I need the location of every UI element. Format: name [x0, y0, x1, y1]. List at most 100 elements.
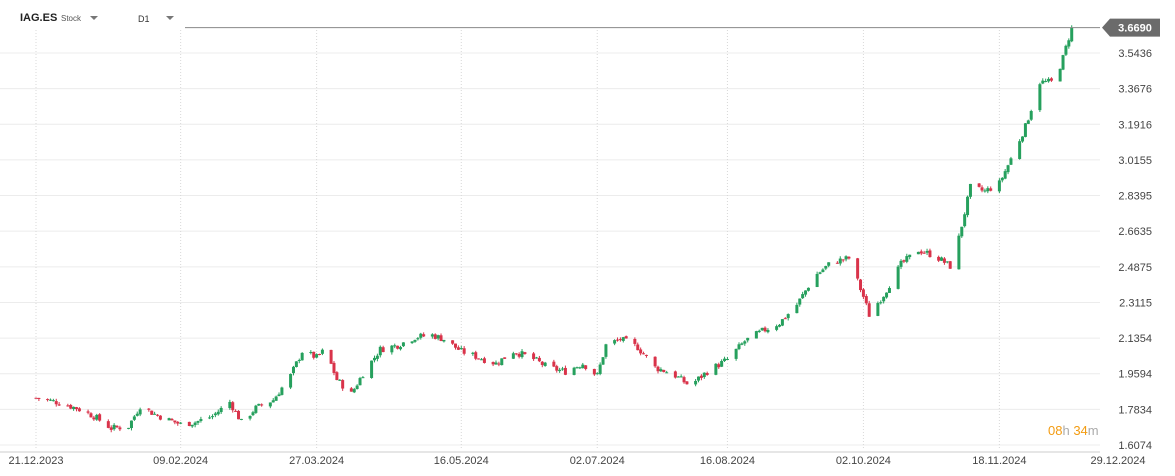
candle	[540, 360, 544, 368]
candle	[231, 401, 235, 413]
candle-body	[763, 327, 767, 332]
candle-body	[876, 303, 880, 316]
symbol-dropdown-icon[interactable]	[90, 16, 98, 20]
candle-body	[396, 345, 400, 349]
candle	[138, 407, 142, 417]
candle-body	[887, 287, 891, 293]
candle-body	[153, 413, 157, 415]
candle	[477, 358, 481, 360]
candle	[190, 424, 194, 428]
candle-body	[575, 367, 579, 369]
candle	[72, 406, 76, 411]
candle	[838, 256, 842, 266]
candle-body	[922, 252, 926, 254]
candle-body	[720, 360, 724, 367]
candle	[34, 397, 38, 399]
candle	[977, 183, 981, 188]
candle	[77, 407, 81, 412]
candle	[795, 302, 799, 314]
candle-body	[332, 362, 336, 373]
candle-body	[456, 347, 460, 350]
last-price-marker: 3.6690	[185, 18, 1160, 37]
candle	[561, 366, 565, 371]
timeframe-dropdown-icon[interactable]	[166, 16, 174, 20]
candle-body	[815, 273, 819, 288]
candle-body	[471, 352, 475, 354]
candle	[1049, 77, 1053, 82]
candle-body	[618, 339, 622, 341]
symbol-label[interactable]: IAG.ES	[20, 12, 58, 24]
candle	[1044, 78, 1048, 83]
candle-body	[725, 358, 729, 360]
candle	[237, 410, 241, 420]
candle-body	[561, 368, 565, 370]
candle-body	[665, 372, 669, 374]
price-tick-label: 1.7834	[1118, 404, 1152, 416]
date-tick-label: 09.02.2024	[153, 455, 208, 467]
candle-body	[899, 260, 903, 267]
candle-body	[239, 418, 243, 420]
candle	[474, 350, 478, 361]
countdown-hours: 08	[1048, 423, 1063, 438]
candle	[864, 294, 868, 306]
candle	[963, 212, 967, 228]
candle-body	[338, 379, 342, 381]
candle	[945, 261, 949, 264]
candle-body	[740, 343, 744, 345]
candle	[902, 259, 906, 264]
candle	[274, 395, 278, 401]
date-tick-label: 16.08.2024	[700, 455, 755, 467]
candle	[558, 367, 562, 373]
candle-body	[801, 294, 805, 299]
candle-body	[248, 415, 252, 419]
candle	[1003, 168, 1007, 180]
candle-body	[705, 373, 709, 375]
candle-body	[399, 347, 403, 350]
candle	[193, 421, 197, 428]
candle	[882, 296, 886, 304]
candle	[821, 268, 825, 273]
candle-body	[699, 375, 703, 378]
candle	[919, 249, 923, 256]
candle-body	[1029, 111, 1033, 120]
candle	[176, 421, 180, 426]
candle	[1026, 119, 1030, 125]
candlestick-series	[34, 25, 1074, 433]
candle-body	[309, 352, 313, 354]
candle	[1000, 177, 1004, 183]
candle-body	[329, 349, 333, 364]
candle	[723, 356, 727, 362]
candle	[563, 365, 567, 376]
candle	[349, 386, 353, 392]
candle	[835, 261, 839, 264]
instrument-type-label: Stock	[61, 14, 82, 23]
candle	[118, 425, 122, 432]
candle-body	[190, 424, 194, 427]
candle-body	[908, 254, 912, 258]
candle-body	[621, 337, 625, 341]
candle	[1067, 38, 1071, 49]
timeframe-selector[interactable]: D1	[138, 14, 150, 24]
candle-body	[318, 354, 322, 356]
candle-body	[271, 400, 275, 403]
candle-body	[1038, 84, 1042, 111]
candle-body	[861, 289, 865, 297]
candle	[804, 290, 808, 297]
candle	[355, 384, 359, 390]
candle	[980, 185, 984, 193]
candle-body	[662, 369, 666, 373]
candle-body	[563, 367, 567, 375]
candle	[517, 352, 521, 359]
candle	[132, 415, 136, 421]
candle-body	[601, 357, 605, 365]
candle	[818, 271, 822, 275]
candle	[879, 300, 883, 305]
candle	[734, 348, 738, 361]
candle	[329, 349, 333, 365]
candle-body	[170, 418, 174, 421]
candle-body	[879, 302, 883, 304]
candle	[960, 226, 964, 238]
candle	[95, 413, 99, 421]
candle	[135, 411, 139, 417]
